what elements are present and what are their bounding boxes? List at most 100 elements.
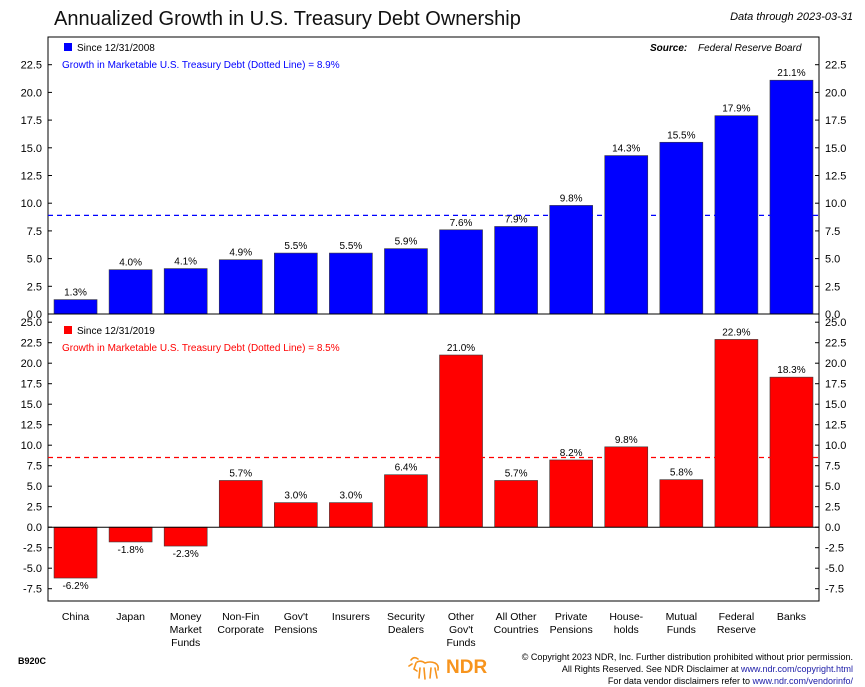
y-tick-label-right-bottom: 2.5 bbox=[825, 502, 840, 514]
y-tick-label-right-top: 0.0 bbox=[825, 309, 840, 321]
category-label: Banks bbox=[777, 611, 806, 623]
copyright-line-2: All Rights Reserved. See NDR Disclaimer … bbox=[522, 663, 853, 675]
y-tick-label-left-bottom: 7.5 bbox=[27, 461, 42, 473]
y-tick-label-right-bottom: -5.0 bbox=[825, 563, 844, 575]
y-tick-label-left-top: 10.0 bbox=[21, 198, 42, 210]
category-label: Reserve bbox=[717, 624, 756, 636]
category-label: Insurers bbox=[332, 611, 370, 623]
category-labels: China Japan MoneyMarketFundsNon-FinCorpora… bbox=[62, 611, 806, 649]
y-tick-label-right-bottom: -2.5 bbox=[825, 543, 844, 555]
chart-code: B920C bbox=[18, 656, 47, 666]
y-tick-label-right-bottom: 25.0 bbox=[825, 317, 846, 329]
y-tick-label-right-bottom: 10.0 bbox=[825, 440, 846, 452]
y-tick-label-left-top: 12.5 bbox=[21, 171, 42, 183]
bar-top bbox=[604, 155, 649, 315]
bar-bottom bbox=[218, 480, 263, 528]
y-tick-label-right-bottom: 5.0 bbox=[825, 481, 840, 493]
bull-icon bbox=[408, 656, 439, 680]
copyright-block: © Copyright 2023 NDR, Inc. Further distr… bbox=[522, 651, 853, 687]
data-label-bottom: 5.7% bbox=[229, 468, 252, 479]
legend-top-label: Since 12/31/2008 bbox=[77, 43, 155, 54]
copyright-line-1: © Copyright 2023 NDR, Inc. Further distr… bbox=[521, 652, 853, 662]
y-tick-label-right-bottom: 0.0 bbox=[825, 522, 840, 534]
y-tick-label-right-top: 20.0 bbox=[825, 87, 846, 99]
y-tick-label-left-bottom: 2.5 bbox=[27, 502, 42, 514]
category-label: Japan bbox=[116, 611, 145, 623]
category-label: Gov't bbox=[449, 624, 473, 636]
y-tick-label-right-top: 17.5 bbox=[825, 115, 846, 127]
bar-bottom bbox=[384, 474, 428, 528]
data-label-top: 17.9% bbox=[722, 104, 750, 115]
data-label-bottom: 3.0% bbox=[284, 491, 307, 502]
panel-bottom: Since 12/31/2019 Growth in Marketable U.… bbox=[21, 313, 846, 602]
bar-bottom bbox=[274, 502, 318, 528]
data-label-bottom: 3.0% bbox=[339, 491, 362, 502]
category-label: Pensions bbox=[550, 624, 593, 636]
data-label-bottom: 6.4% bbox=[395, 463, 418, 474]
y-tick-label-left-top: 22.5 bbox=[21, 60, 42, 72]
panel-top: Since 12/31/2008 Growth in Marketable U.… bbox=[21, 36, 846, 321]
bar-bottom bbox=[53, 526, 98, 579]
category-label: Dealers bbox=[388, 624, 424, 636]
y-tick-label-left-top: 20.0 bbox=[21, 87, 42, 99]
y-tick-label-right-top: 7.5 bbox=[825, 226, 840, 238]
y-tick-label-left-bottom: 22.5 bbox=[21, 338, 42, 350]
legend-top-swatch bbox=[64, 43, 72, 51]
legend-bottom-label: Since 12/31/2019 bbox=[77, 326, 155, 337]
y-tick-label-left-bottom: -7.5 bbox=[23, 584, 42, 596]
category-label: Market bbox=[170, 624, 202, 636]
y-tick-label-right-bottom: 7.5 bbox=[825, 461, 840, 473]
category-label: Money bbox=[170, 611, 202, 623]
category-label: Other bbox=[448, 611, 475, 623]
data-label-bottom: -1.8% bbox=[118, 545, 144, 556]
category-label: Pensions bbox=[274, 624, 317, 636]
bar-top bbox=[384, 248, 428, 315]
category-label: holds bbox=[614, 624, 639, 636]
y-tick-label-left-top: 7.5 bbox=[27, 226, 42, 238]
y-tick-label-right-top: 10.0 bbox=[825, 198, 846, 210]
y-tick-label-left-bottom: 0.0 bbox=[27, 522, 42, 534]
bar-top bbox=[53, 299, 98, 315]
bar-top bbox=[769, 79, 814, 315]
y-tick-label-right-bottom: -7.5 bbox=[825, 584, 844, 596]
copyright-link[interactable]: www.ndr.com/copyright.html bbox=[740, 664, 853, 674]
y-tick-label-left-top: 0.0 bbox=[27, 309, 42, 321]
legend-bottom-swatch bbox=[64, 326, 72, 334]
category-label: China bbox=[62, 611, 90, 623]
bar-top bbox=[163, 268, 208, 315]
source-value: Federal Reserve Board bbox=[698, 43, 802, 54]
y-tick-label-right-top: 22.5 bbox=[825, 60, 846, 72]
data-label-bottom: -6.2% bbox=[62, 581, 88, 592]
y-tick-label-left-bottom: 5.0 bbox=[27, 481, 42, 493]
data-label-top: 7.6% bbox=[450, 218, 473, 229]
ndr-logo: NDR bbox=[408, 654, 487, 682]
data-label-bottom: 21.0% bbox=[447, 343, 475, 354]
data-label-top: 5.5% bbox=[284, 241, 307, 252]
vendor-info-link[interactable]: www.ndr.com/vendorinfo/ bbox=[752, 676, 853, 686]
data-label-bottom: 22.9% bbox=[722, 327, 750, 338]
data-label-top: 1.3% bbox=[64, 288, 87, 299]
data-label-top: 4.0% bbox=[119, 258, 142, 269]
bar-top bbox=[714, 115, 759, 315]
bar-top bbox=[494, 226, 538, 315]
copyright-line-2-text: All Rights Reserved. See NDR Disclaimer … bbox=[561, 664, 741, 674]
bar-top bbox=[659, 141, 704, 315]
bar-bottom bbox=[163, 526, 208, 547]
category-label: Countries bbox=[494, 624, 539, 636]
y-tick-label-left-bottom: 17.5 bbox=[21, 379, 42, 391]
data-through-date: Data through 2023-03-31 bbox=[730, 11, 853, 23]
reference-bottom-label: Growth in Marketable U.S. Treasury Debt … bbox=[62, 343, 340, 354]
copyright-line-3-text: For data vendor disclaimers refer to bbox=[607, 676, 753, 686]
category-label: Funds bbox=[446, 637, 475, 649]
category-label: Corporate bbox=[217, 624, 264, 636]
data-label-top: 14.3% bbox=[612, 144, 640, 155]
bar-bottom bbox=[329, 502, 373, 528]
category-label: Funds bbox=[667, 624, 696, 636]
y-tick-label-left-bottom: 15.0 bbox=[21, 399, 42, 411]
data-label-top: 7.9% bbox=[505, 214, 528, 225]
bar-bottom bbox=[494, 480, 538, 528]
bar-bottom bbox=[714, 339, 759, 528]
data-label-top: 15.5% bbox=[667, 130, 695, 141]
